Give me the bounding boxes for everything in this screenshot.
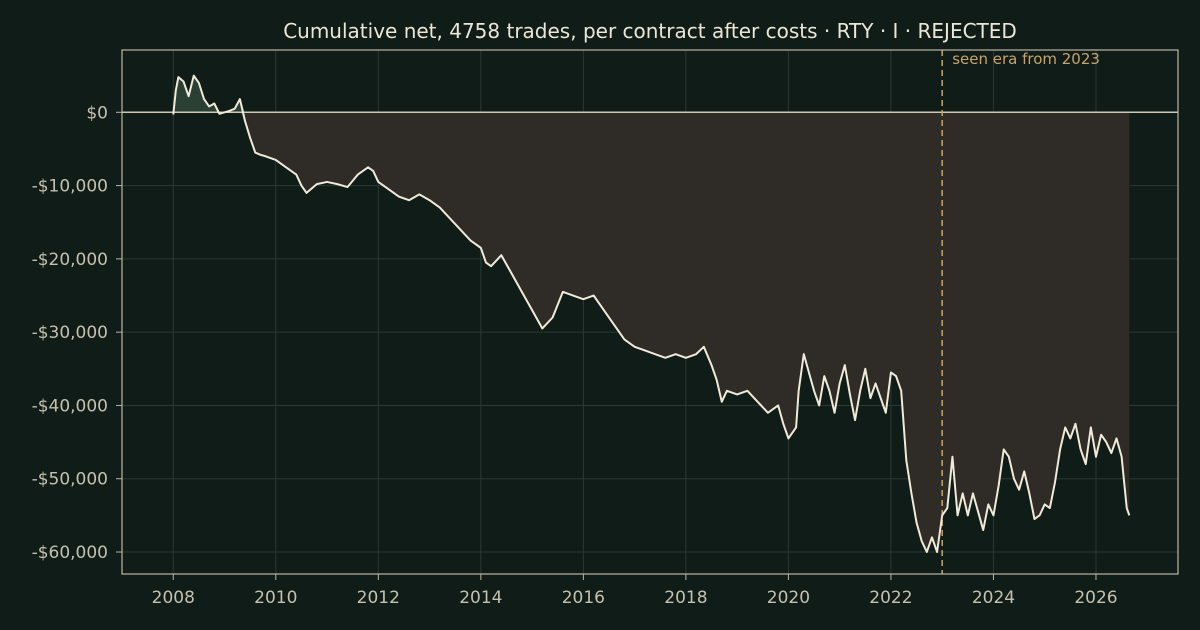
y-tick-label: -$60,000 [32, 543, 108, 563]
y-tick-label: -$40,000 [32, 396, 108, 416]
x-tick-label: 2016 [562, 588, 605, 608]
cumulative-net-line [172, 74, 1131, 554]
x-tick-label: 2026 [1074, 588, 1117, 608]
drawdown-area [173, 112, 1130, 553]
y-tick-label: -$20,000 [32, 250, 108, 270]
y-tick-label: -$30,000 [32, 323, 108, 343]
seen-era-label: seen era from 2023 [952, 50, 1100, 68]
y-tick-label: $0 [86, 103, 108, 123]
x-tick-label: 2012 [357, 588, 400, 608]
x-tick-label: 2022 [869, 588, 912, 608]
chart-title: Cumulative net, 4758 trades, per contrac… [283, 19, 1017, 43]
y-tick-label: -$50,000 [32, 470, 108, 490]
x-tick-label: 2014 [459, 588, 502, 608]
x-tick-label: 2010 [254, 588, 297, 608]
x-tick-label: 2020 [767, 588, 810, 608]
plot-frame [121, 49, 1179, 575]
x-tick-label: 2008 [152, 588, 195, 608]
y-tick-label: -$10,000 [32, 177, 108, 197]
plot-area: seen era from 2023 2008 2010 2012 2014 2016 20… [32, 49, 1179, 608]
x-tick-label: 2018 [664, 588, 707, 608]
x-tick-label: 2024 [972, 588, 1015, 608]
